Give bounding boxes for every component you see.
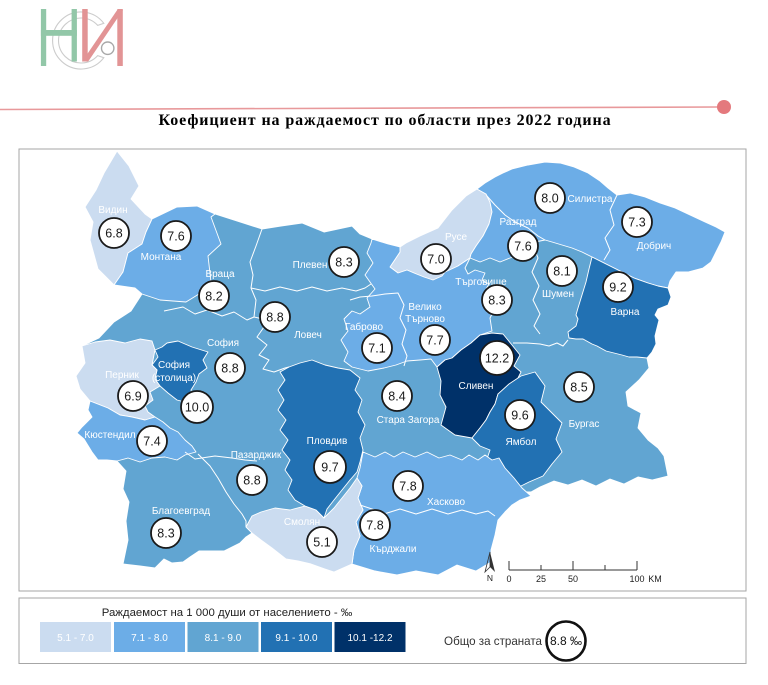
svg-text:София: София [207,337,239,349]
svg-text:Враца: Враца [205,269,235,280]
svg-text:8.3: 8.3 [488,294,505,308]
svg-text:6.9: 6.9 [124,390,141,404]
svg-text:7.0: 7.0 [427,253,444,267]
svg-text:8.5: 8.5 [570,381,587,395]
svg-text:Бургас: Бургас [569,419,600,430]
svg-text:Разград: Разград [500,217,537,228]
svg-text:Пловдив: Пловдив [307,436,348,447]
svg-text:9.7: 9.7 [321,461,338,475]
svg-text:7.8: 7.8 [399,480,416,494]
svg-text:12.2: 12.2 [485,352,509,366]
svg-text:Търново: Търново [405,314,445,325]
svg-text:9.2: 9.2 [609,281,626,295]
svg-text:Варна: Варна [611,307,640,318]
svg-text:10.0: 10.0 [185,401,209,415]
svg-text:8.4: 8.4 [388,390,405,404]
svg-text:(столица): (столица) [152,373,196,384]
svg-text:Коефициент на раждаемост по об: Коефициент на раждаемост по области през… [159,112,612,129]
svg-text:Шумен: Шумен [542,289,574,300]
svg-text:7.4: 7.4 [143,435,160,449]
svg-text:Велико: Велико [408,302,442,313]
svg-text:Видин: Видин [98,205,127,216]
svg-text:Кърджали: Кърджали [370,544,417,555]
svg-text:50: 50 [568,574,578,584]
svg-text:8.3: 8.3 [335,256,352,270]
svg-text:7.6: 7.6 [167,230,184,244]
svg-text:Общо за страната: Общо за страната [444,635,542,648]
svg-text:100: 100 [629,574,644,584]
svg-text:Кюстендил: Кюстендил [84,430,135,441]
svg-text:10.1 -12.2: 10.1 -12.2 [347,633,392,644]
svg-text:6.8: 6.8 [105,227,122,241]
svg-text:7.8: 7.8 [366,519,383,533]
svg-text:5.1: 5.1 [313,536,330,550]
svg-text:8.8: 8.8 [243,474,260,488]
svg-text:8.1 - 9.0: 8.1 - 9.0 [205,633,242,644]
svg-text:8.8: 8.8 [221,362,238,376]
svg-text:5.1 - 7.0: 5.1 - 7.0 [57,633,94,644]
svg-text:Ловеч: Ловеч [294,330,322,341]
svg-text:8.8: 8.8 [266,311,283,325]
svg-text:KM: KM [648,574,662,584]
svg-text:София: София [158,359,190,371]
svg-text:7.3: 7.3 [628,216,645,230]
svg-text:8.3: 8.3 [157,527,174,541]
svg-text:Добрич: Добрич [637,240,672,252]
svg-text:8.2: 8.2 [205,290,222,304]
svg-text:8.1: 8.1 [553,265,570,279]
svg-text:Сливен: Сливен [459,381,494,392]
svg-text:Силистра: Силистра [568,194,613,205]
svg-text:7.1 - 8.0: 7.1 - 8.0 [131,633,168,644]
svg-text:Габрово: Габрово [345,321,383,333]
svg-text:9.6: 9.6 [511,409,528,423]
svg-text:25: 25 [536,574,546,584]
svg-text:Ямбол: Ямбол [506,436,537,448]
svg-text:8.0: 8.0 [541,192,558,206]
svg-text:8.8 ‰: 8.8 ‰ [550,634,582,648]
svg-text:N: N [487,573,493,583]
svg-text:Перник: Перник [105,370,139,381]
svg-text:0: 0 [506,574,511,584]
svg-text:Плевен: Плевен [293,260,328,271]
svg-text:Стара Загора: Стара Загора [377,415,440,426]
svg-text:Русе: Русе [445,232,468,243]
svg-text:Смолян: Смолян [284,517,320,528]
svg-text:7.1: 7.1 [368,342,385,356]
svg-text:Раждаемост на 1 000 души от на: Раждаемост на 1 000 души от населението … [102,607,353,619]
svg-text:Пазарджик: Пазарджик [231,450,282,461]
svg-text:7.6: 7.6 [514,240,531,254]
svg-text:7.7: 7.7 [426,334,443,348]
svg-text:Търговище: Търговище [455,277,507,288]
svg-text:9.1 - 10.0: 9.1 - 10.0 [275,633,318,644]
svg-text:Монтана: Монтана [141,252,182,263]
svg-text:Благоевград: Благоевград [152,506,210,517]
svg-text:Хасково: Хасково [427,497,465,508]
